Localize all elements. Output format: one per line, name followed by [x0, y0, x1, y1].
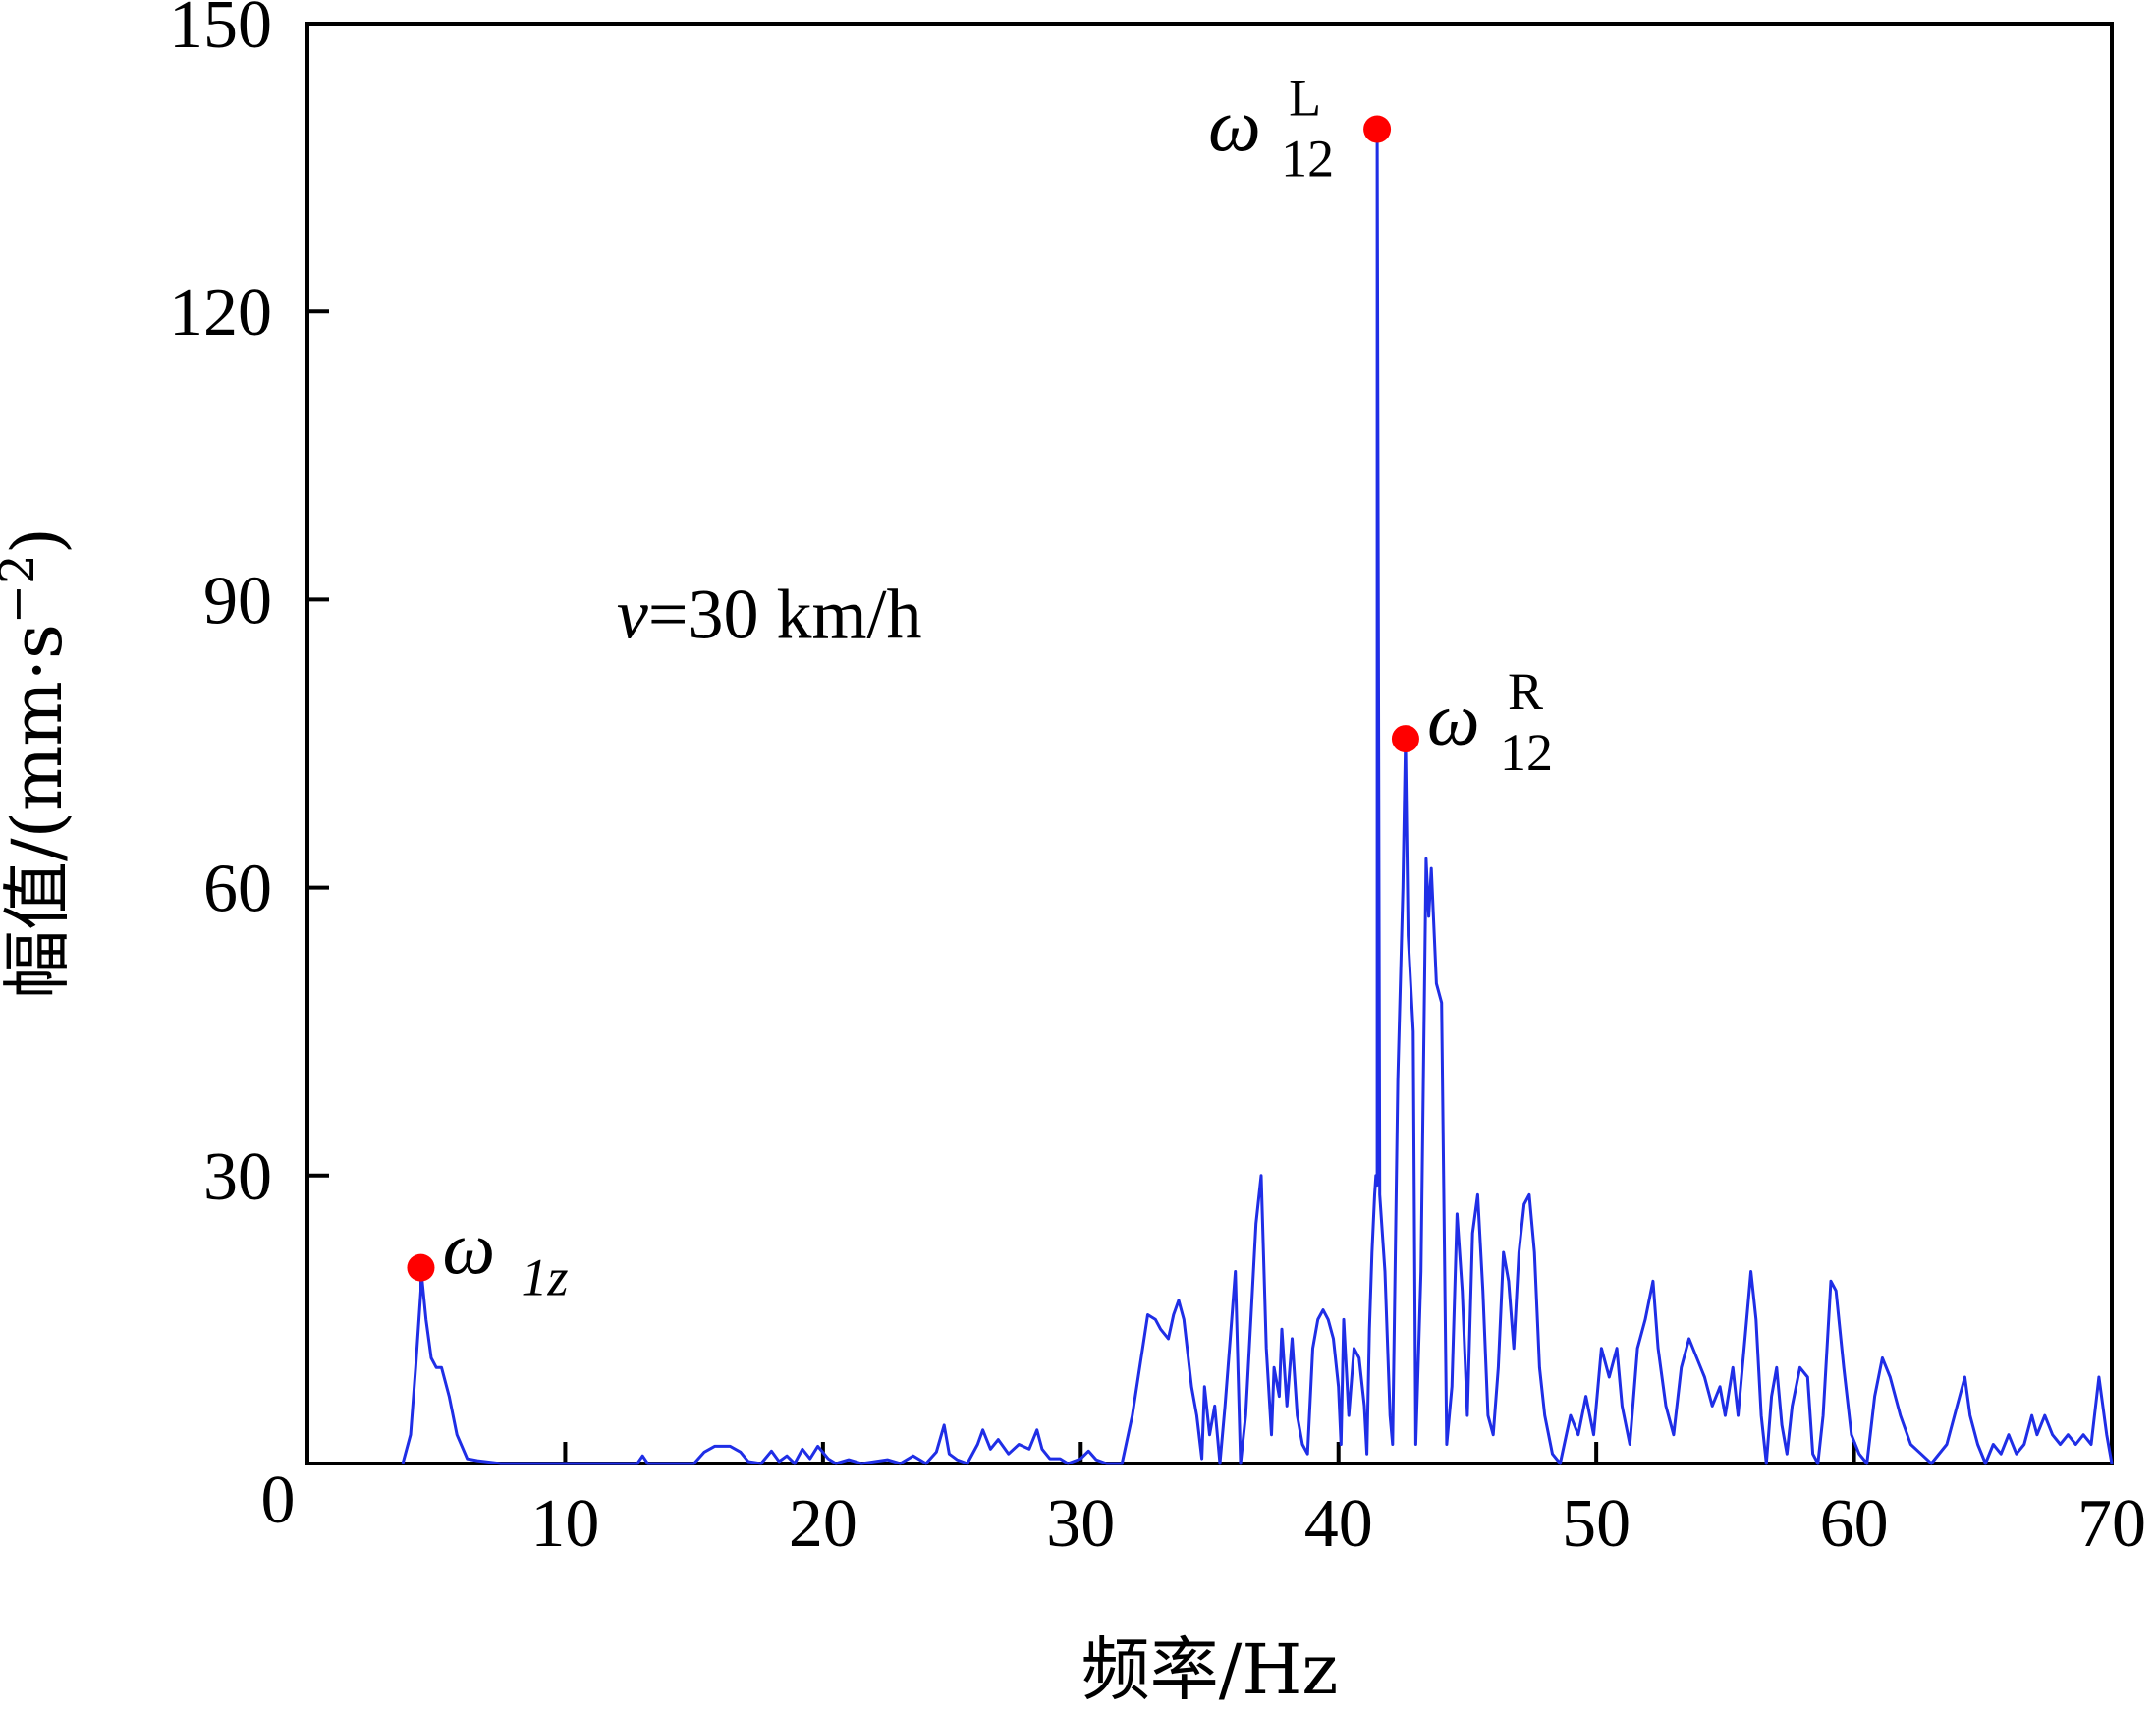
x-ticks	[563, 1442, 1856, 1464]
omega-12-R-superscript: R	[1508, 662, 1543, 721]
omega-12-R-marker	[1391, 725, 1419, 753]
omega-1z-symbol: ω	[442, 1208, 495, 1291]
x-tick-label-40: 40	[1304, 1486, 1373, 1562]
spectrum-line	[401, 128, 2114, 1465]
omega-1z-label: ω 1z	[442, 1208, 568, 1307]
x-tick-label-20: 20	[789, 1486, 857, 1562]
speed-annotation: v=30 km/h	[617, 575, 922, 653]
omega-12-R-symbol: ω	[1427, 679, 1480, 761]
x-axis-title: 频率/Hz	[1081, 1630, 1339, 1710]
omega-12-L-subscript: 12	[1281, 130, 1334, 189]
y-axis-title-exponent: −2	[0, 554, 45, 624]
omega-12-L-marker	[1363, 115, 1392, 143]
x-tick-label-70: 70	[2077, 1486, 2146, 1562]
y-tick-label-60: 60	[203, 852, 272, 927]
plot-frame	[305, 22, 2114, 1465]
plot-area	[305, 22, 2114, 1465]
omega-12-L-superscript: L	[1289, 69, 1321, 128]
omega-12-R-subscript: 12	[1500, 723, 1553, 782]
speed-value: =30 km/h	[648, 575, 922, 653]
omega-12-L-label: ω L 12	[1208, 69, 1334, 189]
x-tick-label-10: 10	[530, 1486, 599, 1562]
y-axis-title-close: )	[0, 527, 78, 554]
y-axis-title: 幅值/(mm·s−2)	[0, 527, 78, 999]
x-tick-labels: 10 20 30 40 50 60 70	[530, 1486, 2146, 1562]
omega-12-R-label: ω R 12	[1427, 662, 1553, 782]
y-tick-label-30: 30	[203, 1139, 272, 1215]
omega-1z-marker	[407, 1253, 435, 1282]
x-tick-label-50: 50	[1562, 1486, 1631, 1562]
speed-variable: v	[617, 575, 648, 653]
peak-markers	[407, 115, 1419, 1282]
y-tick-label-150: 150	[169, 0, 272, 63]
y-tick-label-120: 120	[169, 275, 272, 351]
y-ticks	[307, 309, 329, 1178]
x-tick-label-30: 30	[1046, 1486, 1115, 1562]
y-axis-title-main: 幅值/(mm·s	[0, 624, 78, 999]
y-tick-labels: 30 60 90 120 150	[169, 0, 272, 1215]
peak-labels: ω 1zω L 12ω R 12	[442, 69, 1552, 1307]
y-tick-label-90: 90	[203, 563, 272, 638]
origin-label: 0	[261, 1463, 296, 1538]
omega-1z-subscript: 1z	[521, 1248, 568, 1307]
x-tick-label-60: 60	[1820, 1486, 1889, 1562]
omega-12-L-symbol: ω	[1208, 85, 1261, 168]
